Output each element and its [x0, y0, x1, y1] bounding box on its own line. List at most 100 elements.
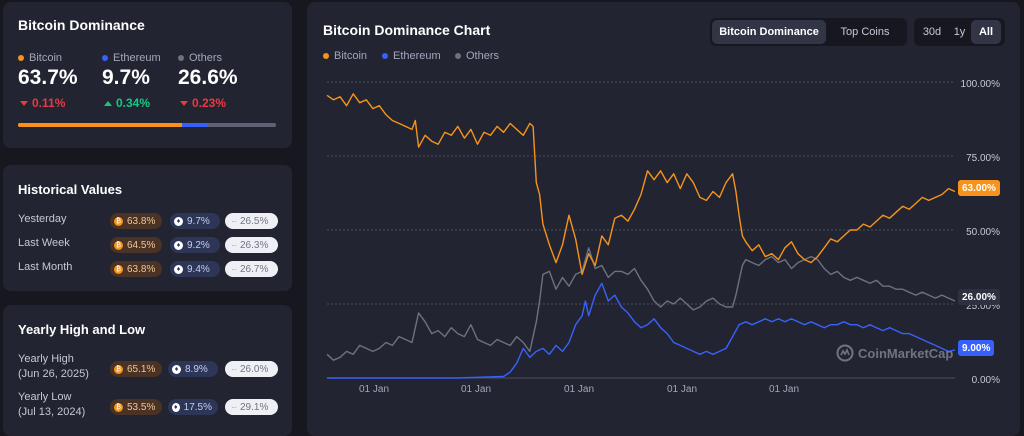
tab-top-coins[interactable]: Top Coins	[840, 26, 890, 38]
bitcoin-share-segment	[18, 123, 183, 127]
others-share-segment	[207, 123, 276, 127]
legend-others: Others	[178, 52, 222, 64]
x-tick-label: 01 Jan	[564, 384, 595, 395]
coinmarketcap-logo-icon	[836, 344, 854, 362]
others-value-pill: ··· 26.0%	[225, 361, 278, 377]
dominance-summary-card: Bitcoin Dominance Bitcoin Ethereum Other…	[3, 2, 292, 148]
dominance-share-bar	[18, 123, 276, 127]
row-date: (Jun 26, 2025)	[18, 368, 89, 380]
eth-value-pill: ♦ 9.2%	[170, 237, 220, 253]
historical-values-card: Historical Values Yesterday ₿ 63.8% ♦ 9.7%…	[3, 165, 292, 291]
chart-legend-bitcoin[interactable]: Bitcoin	[323, 50, 367, 62]
view-tabs: Bitcoin Dominance Top Coins	[710, 18, 907, 46]
bitcoin-current-tag: 63.00%	[958, 180, 1000, 196]
chart-legend-others[interactable]: Others	[455, 50, 499, 62]
legend-label: Ethereum	[393, 50, 441, 62]
ethereum-icon: ♦	[174, 264, 183, 274]
card-title: Historical Values	[18, 182, 123, 197]
btc-value-pill: ₿ 64.5%	[110, 237, 162, 253]
dominance-chart-card: Bitcoin Dominance Chart Bitcoin Ethereum…	[307, 2, 1020, 436]
others-value-pill: ··· 29.1%	[225, 399, 278, 415]
dominance-line-chart[interactable]	[307, 2, 1020, 436]
others-dot-icon	[178, 55, 184, 61]
more-icon: ···	[231, 402, 237, 412]
ethereum-current-tag: 9.00%	[958, 340, 995, 356]
others-series-line	[326, 247, 956, 361]
y-tick-label: 25.00%	[966, 301, 1000, 312]
btc-value-pill: ₿ 53.5%	[110, 399, 162, 415]
ethereum-icon: ♦	[174, 240, 183, 250]
watermark-text: CoinMarketCap	[858, 345, 954, 361]
ethereum-dominance-value: 9.7%	[102, 66, 150, 89]
coinmarketcap-watermark: CoinMarketCap	[836, 344, 953, 362]
bitcoin-dot-icon	[323, 53, 329, 59]
more-icon: ···	[231, 264, 237, 274]
ethereum-share-segment	[182, 123, 208, 127]
range-all[interactable]: All	[971, 20, 1001, 44]
bitcoin-icon: ₿	[114, 240, 123, 250]
range-1y[interactable]: 1y	[953, 26, 966, 38]
ethereum-dot-icon	[382, 53, 388, 59]
btc-value-pill: ₿ 63.8%	[110, 261, 162, 277]
card-title: Yearly High and Low	[18, 322, 146, 337]
eth-value-pill: ♦ 8.9%	[168, 361, 218, 377]
y-tick-label: 75.00%	[966, 153, 1000, 164]
btc-value-pill: ₿ 63.8%	[110, 213, 162, 229]
others-current-tag: 26.00%	[958, 289, 1000, 305]
row-label: Yearly Low	[18, 391, 72, 403]
chart-series-lines	[326, 93, 956, 379]
others-value-pill: ··· 26.3%	[225, 237, 278, 253]
caret-up-icon	[104, 101, 112, 107]
yearly-high-low-card: Yearly High and Low Yearly High (Jun 26,…	[3, 305, 292, 436]
row-label: Yearly High	[18, 353, 74, 365]
y-tick-label: 0.00%	[971, 375, 1000, 386]
legend-label: Others	[189, 52, 223, 64]
bitcoin-icon: ₿	[114, 402, 123, 412]
range-tabs: 30d 1y All	[914, 18, 1005, 46]
chart-legend-ethereum[interactable]: Ethereum	[382, 50, 441, 62]
others-value-pill: ··· 26.5%	[225, 213, 278, 229]
row-label: Last Week	[18, 237, 70, 249]
x-tick-label: 01 Jan	[667, 384, 698, 395]
bitcoin-dot-icon	[18, 55, 24, 61]
bitcoin-dominance-value: 63.7%	[18, 66, 78, 89]
row-label: Yesterday	[18, 213, 67, 225]
caret-down-icon	[20, 101, 28, 107]
bitcoin-icon: ₿	[114, 216, 123, 226]
others-value-pill: ··· 26.7%	[225, 261, 278, 277]
row-label: Last Month	[18, 261, 73, 273]
ethereum-change: 0.34%	[104, 96, 150, 110]
eth-value-pill: ♦ 9.7%	[170, 213, 220, 229]
y-tick-label: 100.00%	[960, 79, 1000, 90]
bitcoin-change: 0.11%	[20, 96, 65, 110]
ethereum-icon: ♦	[172, 364, 181, 374]
legend-label: Bitcoin	[29, 52, 63, 64]
legend-bitcoin: Bitcoin	[18, 52, 62, 64]
bitcoin-icon: ₿	[114, 364, 123, 374]
chart-gridlines	[327, 81, 955, 379]
ethereum-icon: ♦	[174, 216, 183, 226]
others-dominance-value: 26.6%	[178, 66, 238, 89]
range-30d[interactable]: 30d	[922, 26, 942, 38]
others-dot-icon	[455, 53, 461, 59]
others-change: 0.23%	[180, 96, 226, 110]
eth-value-pill: ♦ 17.5%	[168, 399, 218, 415]
chart-title: Bitcoin Dominance Chart	[323, 22, 491, 38]
more-icon: ···	[231, 364, 237, 374]
bitcoin-series-line	[326, 93, 956, 276]
more-icon: ···	[231, 216, 237, 226]
legend-label: Bitcoin	[334, 50, 368, 62]
more-icon: ···	[231, 240, 237, 250]
ethereum-series-line	[327, 282, 956, 379]
x-tick-label: 01 Jan	[461, 384, 492, 395]
x-tick-label: 01 Jan	[359, 384, 390, 395]
btc-value-pill: ₿ 65.1%	[110, 361, 162, 377]
caret-down-icon	[180, 101, 188, 107]
y-tick-label: 50.00%	[966, 227, 1000, 238]
row-date: (Jul 13, 2024)	[18, 406, 86, 418]
bitcoin-icon: ₿	[114, 264, 123, 274]
tab-bitcoin-dominance[interactable]: Bitcoin Dominance	[712, 20, 826, 44]
ethereum-icon: ♦	[172, 402, 180, 412]
ethereum-dot-icon	[102, 55, 108, 61]
x-tick-label: 01 Jan	[769, 384, 800, 395]
